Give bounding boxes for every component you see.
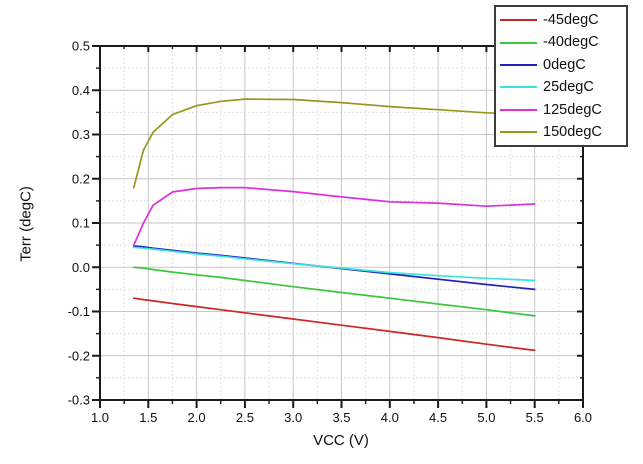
x-tick-label: 4.0 [381, 410, 399, 425]
legend-label: 0degC [543, 56, 586, 73]
legend-label: 125degC [543, 101, 602, 118]
legend-label: -40degC [543, 34, 599, 51]
y-tick-label: 0.3 [72, 127, 90, 142]
legend-line-swatch [500, 131, 537, 134]
y-tick-label: 0.0 [72, 260, 90, 275]
legend-item--45degC: -45degC [500, 9, 622, 31]
series-line-125degC [132, 186, 536, 246]
legend-item-0degC: 0degC [500, 54, 622, 76]
legend-line-swatch [500, 19, 537, 22]
legend-line-swatch [500, 63, 537, 66]
x-tick-labels: 1.0 1.5 2.0 2.5 3.0 3.5 4.0 4.5 5.0 5.5 6.0 [91, 410, 592, 425]
legend-swatch-wrap [500, 108, 540, 111]
x-tick-label: 2.0 [188, 410, 206, 425]
series-line-150degC [132, 98, 536, 189]
legend-label: 25degC [543, 79, 594, 96]
y-tick-label: 0.5 [72, 39, 90, 54]
legend-line-swatch [500, 86, 537, 89]
y-tick-label: -0.1 [68, 304, 90, 319]
y-tick-label: -0.3 [68, 393, 90, 408]
legend-item-125degC: 125degC [500, 99, 622, 121]
x-axis-title: VCC (V) [313, 432, 369, 449]
legend-label: -45degC [543, 11, 599, 28]
x-tick-label: 3.0 [284, 410, 302, 425]
y-tick-labels: -0.3 -0.2 -0.1 0.0 0.1 0.2 0.3 0.4 0.5 [68, 39, 90, 408]
x-tick-label: 3.5 [332, 410, 350, 425]
legend-swatch-wrap [500, 19, 540, 22]
tick-marks [92, 45, 584, 408]
legend-swatch-wrap [500, 63, 540, 66]
legend-swatch-wrap [500, 41, 540, 44]
data-series [132, 98, 536, 352]
legend-swatch-wrap [500, 131, 540, 134]
legend-item--40degC: -40degC [500, 31, 622, 53]
y-tick-label: -0.2 [68, 348, 90, 363]
y-tick-label: 0.2 [72, 171, 90, 186]
legend-line-swatch [500, 41, 537, 44]
x-tick-label: 6.0 [574, 410, 592, 425]
series-line--40degC [132, 266, 536, 317]
legend-item-25degC: 25degC [500, 76, 622, 98]
x-tick-label: 1.5 [139, 410, 157, 425]
legend: -45degC -40degC 0degC 25degC 125degC 150degC [494, 5, 628, 148]
x-tick-label: 5.5 [526, 410, 544, 425]
x-tick-label: 2.5 [236, 410, 254, 425]
legend-item-150degC: 150degC [500, 121, 622, 143]
x-tick-label: 1.0 [91, 410, 109, 425]
y-axis-title: Terr (degC) [17, 186, 35, 262]
legend-swatch-wrap [500, 86, 540, 89]
x-tick-label: 4.5 [429, 410, 447, 425]
legend-line-swatch [500, 108, 537, 111]
x-tick-label: 5.0 [477, 410, 495, 425]
y-tick-label: 0.4 [72, 83, 90, 98]
legend-label: 150degC [543, 123, 602, 140]
series-line-25degC [132, 246, 536, 282]
series-line--45degC [132, 297, 536, 352]
y-tick-label: 0.1 [72, 216, 90, 231]
